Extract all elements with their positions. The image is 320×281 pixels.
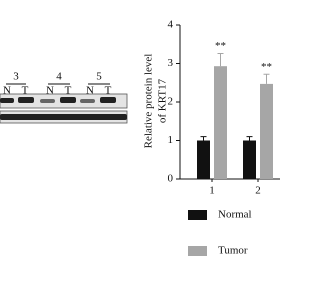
legend-swatch: [188, 246, 207, 256]
x-tick-label: 2: [255, 185, 261, 197]
y-tick-label: 3: [168, 57, 174, 69]
group-label: 4: [56, 71, 62, 83]
error-bar: [217, 52, 224, 67]
legend-label: Normal: [218, 209, 252, 221]
western-blot: [0, 83, 128, 124]
error-bar: [263, 73, 270, 84]
error-bar: [246, 136, 253, 141]
bar: [214, 66, 227, 179]
y-tick-label: 4: [168, 19, 174, 31]
lane-label: T: [65, 85, 72, 97]
lane-label: N: [46, 85, 54, 97]
y-tick-label: 1: [168, 134, 174, 146]
x-tick-label: 1: [209, 185, 215, 197]
lane-label: T: [105, 85, 112, 97]
y-axis-label: of KRT17: [157, 78, 169, 123]
lane-label: T: [22, 85, 29, 97]
bar: [197, 140, 210, 179]
error-bar: [200, 136, 207, 141]
legend-swatch: [188, 210, 207, 220]
y-tick-label: 2: [168, 96, 174, 108]
lane-label: N: [3, 85, 11, 97]
lane-label: N: [86, 85, 94, 97]
annotation: **: [261, 61, 272, 73]
group-label: 3: [13, 71, 19, 83]
bands: [0, 97, 127, 120]
y-tick-label: 0: [168, 173, 174, 185]
group-label: 5: [96, 71, 102, 83]
annotation: **: [215, 40, 226, 52]
bar: [260, 83, 273, 179]
bar: [243, 140, 256, 179]
legend-label: Tumor: [218, 245, 248, 257]
y-axis-label: Relative protein level: [143, 54, 155, 149]
